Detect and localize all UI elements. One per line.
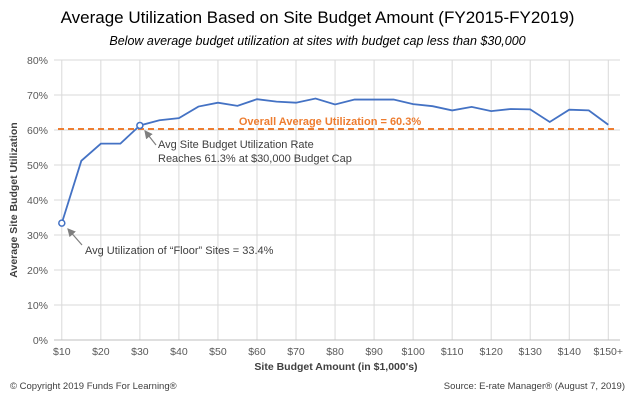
average-reference-label: Overall Average Utilization = 60.3%	[239, 116, 422, 128]
x-tick-label: $90	[365, 346, 383, 358]
x-tick-label: $110	[441, 346, 464, 358]
x-tick-label: $50	[209, 346, 227, 358]
x-tick-label: $60	[248, 346, 266, 358]
annotation-cap-arrow	[144, 130, 157, 146]
y-axis-ticks: 0% 10% 20% 30% 40% 50% 60% 70% 80%	[27, 55, 48, 347]
y-tick-label: 10%	[27, 300, 48, 312]
y-tick-label: 70%	[27, 90, 48, 102]
chart-title: Average Utilization Based on Site Budget…	[60, 8, 575, 27]
y-tick-label: 80%	[27, 55, 48, 67]
x-tick-label: $140	[558, 346, 582, 358]
source-text: Source: E-rate Manager® (August 7, 2019)	[443, 381, 625, 392]
copyright-text: © Copyright 2019 Funds For Learning®	[10, 381, 177, 392]
annotation-cap-text-line1: Avg Site Budget Utilization Rate	[158, 139, 314, 151]
x-axis-label: Site Budget Amount (in $1,000's)	[254, 361, 417, 373]
x-tick-label: $120	[480, 346, 504, 358]
annotation-cap: Avg Site Budget Utilization Rate Reaches…	[144, 130, 352, 165]
x-axis-ticks: $10 $20 $30 $40 $50 $60 $70 $80 $90 $100 $110 $120 $…	[53, 346, 623, 358]
annotation-floor-text: Avg Utilization of “Floor” Sites = 33.4%	[85, 245, 274, 257]
annotation-floor: Avg Utilization of “Floor” Sites = 33.4%	[67, 228, 274, 257]
annotation-floor-arrow	[67, 228, 83, 246]
x-tick-label: $150+	[594, 346, 624, 358]
y-tick-label: 40%	[27, 195, 48, 207]
x-tick-label: $30	[131, 346, 149, 358]
y-tick-label: 60%	[27, 125, 48, 137]
utilization-series-line	[60, 97, 609, 224]
y-tick-label: 50%	[27, 160, 48, 172]
highlight-point-marker	[58, 219, 66, 227]
x-tick-label: $10	[53, 346, 71, 358]
x-tick-label: $80	[326, 346, 344, 358]
x-tick-label: $130	[519, 346, 543, 358]
highlight-points	[58, 121, 144, 227]
highlight-point-marker	[136, 121, 144, 130]
y-axis-label: Average Site Budget Utilization	[8, 122, 20, 277]
annotation-cap-text-line2: Reaches 61.3% at $30,000 Budget Cap	[158, 153, 352, 165]
y-tick-label: 20%	[27, 265, 48, 277]
chart-subtitle: Below average budget utilization at site…	[109, 34, 526, 48]
grid-lines	[54, 59, 620, 340]
x-tick-label: $20	[92, 346, 110, 358]
x-tick-label: $70	[287, 346, 305, 358]
y-tick-label: 30%	[27, 230, 48, 242]
x-tick-label: $100	[401, 346, 425, 358]
x-tick-label: $40	[170, 346, 188, 358]
y-tick-label: 0%	[33, 335, 48, 347]
